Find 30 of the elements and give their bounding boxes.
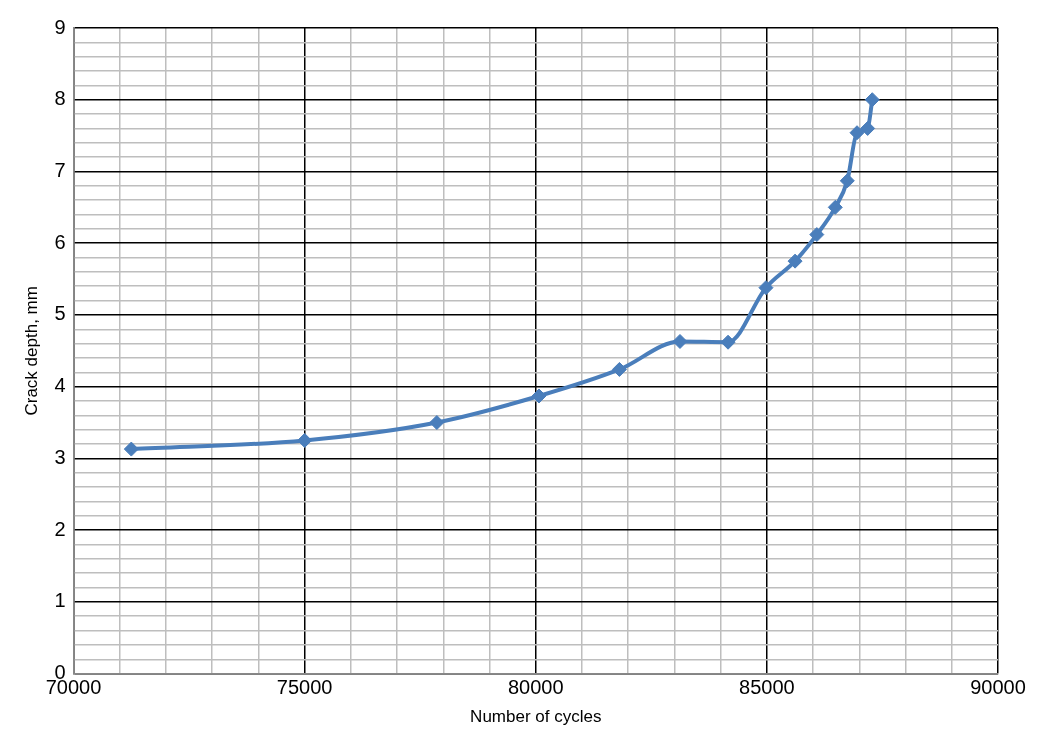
x-tick-label: 85000 [739, 676, 795, 699]
x-tick-label: 75000 [276, 676, 333, 699]
y-tick-label: 4 [54, 374, 66, 397]
y-tick-label: 9 [54, 15, 66, 38]
y-tick-label: 3 [54, 445, 66, 468]
point [827, 199, 843, 215]
x-axis-title: Number of cycles [470, 707, 602, 727]
point [429, 415, 445, 431]
point [758, 280, 774, 296]
y-tick-label: 7 [54, 158, 66, 181]
point [123, 441, 139, 457]
x-tick-label: 90000 [970, 676, 1026, 699]
y-tick-label: 8 [54, 87, 66, 110]
point [531, 388, 547, 404]
y-tick-label: 2 [54, 517, 66, 540]
point [849, 125, 865, 141]
point [839, 173, 855, 189]
point [787, 253, 803, 269]
y-axis-title: Crack depth, mm [21, 286, 41, 416]
y-tick-label: 6 [54, 230, 66, 253]
point [720, 334, 736, 350]
y-tick-label: 1 [54, 589, 66, 612]
y-tick-label: 5 [54, 302, 66, 325]
point [672, 333, 688, 349]
point [809, 227, 825, 243]
x-tick-label: 80000 [507, 676, 564, 699]
point [611, 361, 627, 377]
point [860, 120, 876, 136]
point [864, 92, 880, 108]
point [297, 432, 313, 448]
